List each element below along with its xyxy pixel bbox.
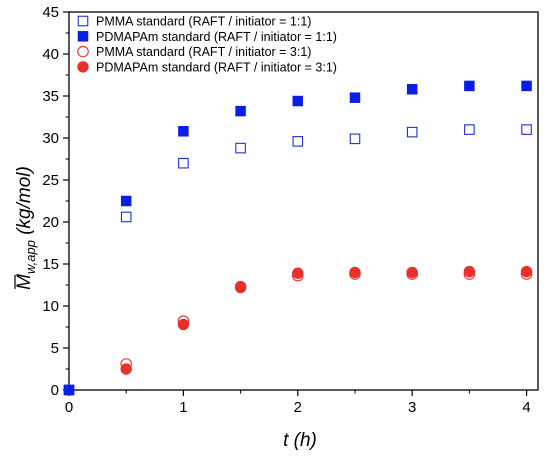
data-point [349,266,361,279]
y-tick-label: 45 [42,4,59,21]
data-point [63,384,75,396]
y-axis-title-unit: (kg/mol) [14,166,35,240]
y-axis-title-subscript: w,app [23,240,38,274]
data-point [464,124,475,135]
data-point [292,95,304,107]
legend: PMMA standard (RAFT / initiator = 1:1)PD… [77,15,337,74]
y-tick-label: 30 [42,130,59,147]
data-point [406,126,418,138]
legend-entry: PMMA standard (RAFT / initiator = 1:1) [96,15,311,29]
data-point [292,267,304,279]
y-tick-label: 35 [42,88,59,105]
legend-entry: PDMAPAm standard (RAFT / initiator = 1:1… [96,30,337,44]
data-point [234,281,247,294]
y-axis-title: Mw,app (kg/mol) [14,166,38,290]
y-tick-label: 0 [51,382,59,399]
y-axis-title-symbol: M [14,274,35,290]
data-point [120,363,132,375]
data-point [120,195,132,207]
data-point [521,124,532,135]
data-point [178,126,189,137]
data-point [235,142,246,154]
svg-text:Mw,app (kg/mol): Mw,app (kg/mol) [14,166,38,290]
y-tick-label: 10 [42,298,59,315]
x-tick-label: 3 [408,399,416,416]
legend-entry: PMMA standard (RAFT / initiator = 3:1) [96,45,311,59]
x-tick-label: 2 [294,399,302,416]
data-point [235,105,246,117]
x-axis-title: t (h) [283,430,317,451]
y-tick-label: 40 [42,46,59,63]
data-point [349,92,361,103]
y-tick-label: 15 [42,256,59,273]
data-point [406,84,418,95]
data-points [63,80,533,396]
data-point [521,80,532,92]
legend-entry: PDMAPAm standard (RAFT / initiator = 3:1… [96,60,337,74]
data-point [406,266,418,279]
x-tick-label: 0 [65,399,73,416]
data-point [120,211,132,223]
legend-marker [77,15,89,27]
y-tick-label: 20 [42,214,59,231]
legend-marker [77,31,89,42]
data-point [177,318,190,331]
data-point [463,265,476,278]
data-point [349,133,361,145]
x-tick-label: 4 [522,399,530,416]
data-point [178,157,189,169]
y-tick-label: 5 [51,340,59,357]
data-point [292,136,304,147]
x-tick-label: 1 [179,399,187,416]
legend-marker [77,61,89,73]
data-point [464,80,475,92]
legend-marker [77,45,89,58]
data-point [520,265,533,278]
y-tick-label: 25 [42,172,59,189]
